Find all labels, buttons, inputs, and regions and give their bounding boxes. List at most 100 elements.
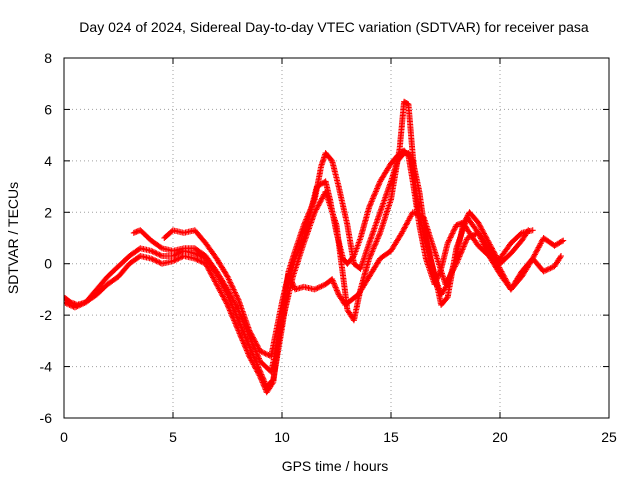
data-point — [231, 319, 238, 325]
data-point — [314, 285, 321, 292]
data-point — [316, 199, 323, 206]
data-point — [64, 299, 69, 306]
data-point — [412, 210, 419, 217]
data-point — [308, 205, 315, 211]
data-point — [457, 250, 464, 257]
data-point — [416, 212, 423, 219]
data-point — [253, 341, 260, 348]
data-point — [257, 373, 264, 380]
data-point — [411, 209, 418, 216]
data-point — [261, 383, 268, 390]
data-point — [374, 237, 381, 243]
data-point — [254, 368, 261, 375]
data-point — [462, 239, 469, 246]
data-point — [80, 300, 87, 307]
data-point — [152, 257, 159, 264]
data-point — [157, 244, 164, 251]
data-point — [153, 250, 160, 257]
data-point — [476, 222, 483, 229]
data-point — [156, 259, 163, 266]
data-point — [178, 254, 185, 261]
data-point — [191, 250, 198, 257]
data-point — [409, 209, 416, 216]
data-point — [471, 231, 478, 238]
data-point — [207, 270, 214, 277]
data-point — [303, 215, 310, 221]
data-point — [67, 302, 74, 309]
data-point — [269, 380, 276, 387]
data-point — [64, 300, 70, 307]
data-point — [328, 156, 335, 163]
data-point — [534, 247, 541, 254]
data-point — [537, 240, 544, 247]
data-point — [376, 231, 383, 238]
data-point — [174, 251, 181, 258]
data-point — [469, 232, 476, 239]
data-point — [446, 236, 453, 242]
data-point — [373, 187, 380, 193]
data-point — [371, 191, 378, 198]
data-point — [401, 225, 408, 232]
data-point — [487, 248, 494, 254]
data-point — [287, 275, 294, 282]
data-point — [367, 252, 374, 259]
y-tick-label: -2 — [40, 307, 53, 323]
data-point — [215, 285, 222, 292]
data-point — [557, 254, 564, 261]
x-tick-label: 15 — [383, 429, 399, 445]
y-tick-label: 8 — [44, 50, 52, 66]
data-point — [234, 324, 241, 331]
data-point — [443, 295, 450, 302]
data-point — [238, 334, 245, 341]
data-point — [239, 337, 246, 344]
data-point — [175, 250, 182, 257]
data-point — [332, 284, 339, 291]
data-point — [286, 272, 293, 279]
data-point — [544, 266, 551, 273]
data-point — [225, 276, 232, 283]
data-point — [450, 266, 457, 273]
data-point — [259, 379, 266, 386]
data-point — [148, 255, 155, 262]
data-point — [260, 380, 267, 387]
data-point — [371, 242, 378, 249]
data-point — [303, 216, 310, 223]
data-point — [257, 348, 264, 355]
data-point — [66, 301, 73, 308]
data-point — [191, 255, 198, 262]
data-point — [253, 349, 260, 356]
data-point — [367, 201, 374, 208]
y-tick-label: 2 — [44, 204, 52, 220]
data-point — [149, 256, 156, 263]
data-point — [310, 199, 317, 206]
data-point — [261, 350, 268, 357]
data-point — [445, 238, 452, 245]
data-point — [258, 348, 265, 355]
y-tick-label: 0 — [44, 256, 52, 272]
data-point — [374, 184, 381, 191]
data-point — [193, 256, 200, 263]
data-point — [78, 301, 85, 308]
data-point — [157, 252, 164, 259]
data-point — [259, 349, 266, 356]
data-point — [220, 295, 227, 301]
data-point — [372, 188, 379, 195]
data-point — [316, 201, 323, 208]
data-point — [319, 194, 326, 201]
data-point — [309, 202, 316, 209]
data-point — [204, 263, 211, 270]
data-point — [254, 352, 261, 359]
data-point — [307, 221, 314, 227]
data-point — [250, 335, 257, 342]
data-point — [480, 229, 487, 236]
data-point — [467, 233, 473, 240]
data-point — [210, 275, 217, 282]
data-point — [547, 265, 554, 272]
data-point — [477, 223, 484, 230]
data-point — [286, 273, 293, 280]
data-point — [152, 249, 159, 256]
data-point — [317, 283, 324, 290]
data-point — [226, 307, 233, 314]
data-point — [490, 253, 497, 260]
data-point — [254, 351, 261, 358]
